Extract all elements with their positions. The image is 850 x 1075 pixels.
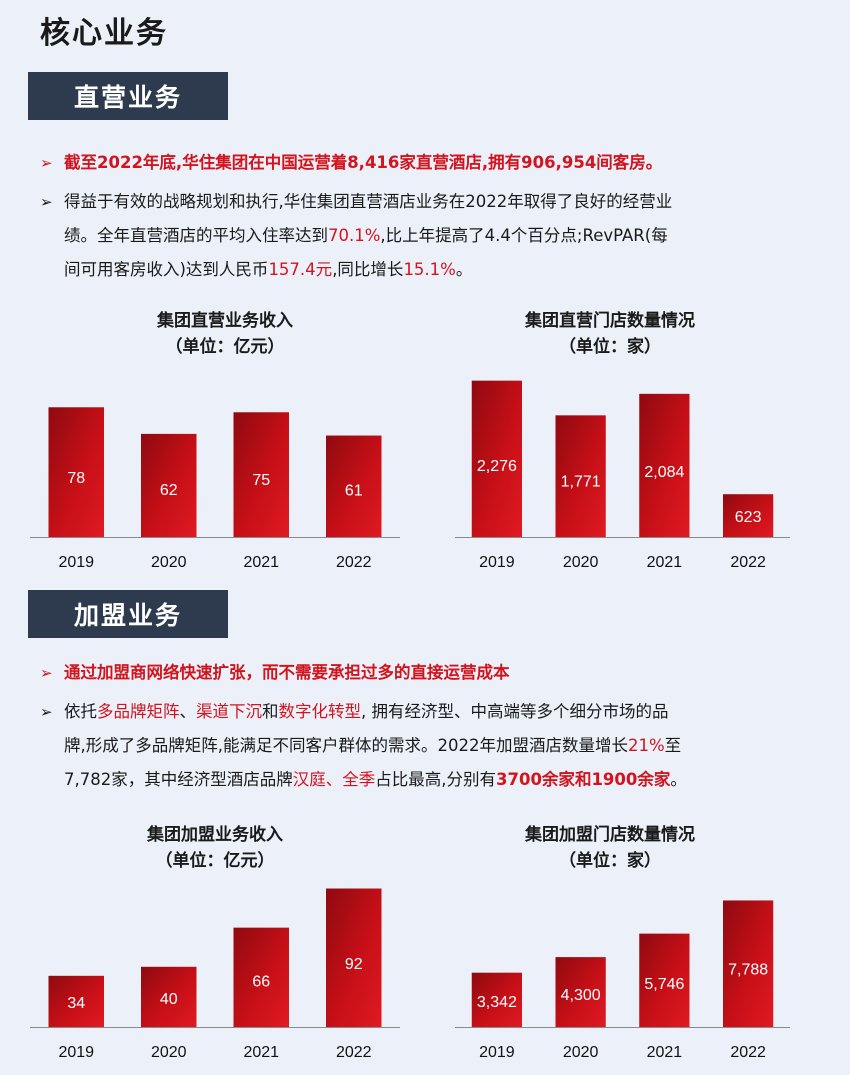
bar-2020 <box>141 433 197 537</box>
chart-franchise-stores: 3,342 2019 4,300 2020 5,746 2021 7,788 2022 <box>455 900 790 1061</box>
direct-bullet-1: ➢ 截至2022年底,华住集团在中国运营着8,416家直营酒店,拥有906,95… <box>40 146 830 180</box>
tick-label-2019: 2019 <box>58 1044 94 1061</box>
bullet-arrow-icon: ➢ <box>40 664 53 682</box>
data-label-2022: 623 <box>735 509 762 526</box>
tick-label-2021: 2021 <box>647 1044 683 1061</box>
bullet-arrow-icon: ➢ <box>40 193 53 211</box>
direct-section-tab: 直营业务 <box>28 72 228 120</box>
bar-2019 <box>48 407 104 537</box>
direct-bullet-2: ➢ 得益于有效的战略规划和执行,华住集团直营酒店业务在2022年取得了良好的经营… <box>40 185 830 287</box>
franchise-growth-value: 21% <box>627 736 665 755</box>
page-title: 核心业务 <box>40 16 168 51</box>
data-label-2020: 1,771 <box>561 473 601 490</box>
tick-label-2020: 2020 <box>151 1044 187 1061</box>
chart-direct-stores: 2,276 2019 1,771 2020 2,084 2021 623 2022 <box>455 380 790 571</box>
data-label-2021: 2,084 <box>644 464 684 481</box>
bar-2022 <box>723 494 774 537</box>
franchise-bullet-1: ➢ 通过加盟商网络快速扩张，而不需要承担过多的直接运营成本 <box>40 656 830 690</box>
franchise-bullet-2: ➢ 依托多品牌矩阵、渠道下沉和数字化转型, 拥有经济型、中高端等多个细分市场的品… <box>40 695 830 797</box>
chart-4-title: 集团加盟门店数量情况 <box>525 825 695 845</box>
data-label-2019: 78 <box>67 470 85 487</box>
chart-3-subtitle: （单位：亿元） <box>155 851 275 871</box>
tick-label-2022: 2022 <box>730 554 766 571</box>
tick-label-2021: 2021 <box>647 554 683 571</box>
data-label-2022: 92 <box>345 956 363 973</box>
bar-2020 <box>141 966 197 1027</box>
chart-direct-revenue: 78 2019 62 2020 75 2021 61 2022 <box>30 407 400 571</box>
chart-1-title: 集团直营业务收入 <box>157 311 293 331</box>
bar-2021 <box>639 933 690 1027</box>
chart-1-title-block: 集团直营业务收入 （单位：亿元） <box>60 308 390 360</box>
bullet-arrow-icon: ➢ <box>40 703 53 721</box>
chart-4-title-block: 集团加盟门店数量情况 （单位：家） <box>450 822 770 874</box>
data-label-2021: 66 <box>252 974 270 991</box>
bar-2021 <box>233 412 289 537</box>
bar-2019 <box>471 380 522 537</box>
data-label-2021: 5,746 <box>644 976 684 993</box>
data-label-2019: 3,342 <box>477 994 517 1011</box>
data-label-2020: 62 <box>160 482 178 499</box>
franchise-bullet-2-text: 依托多品牌矩阵、渠道下沉和数字化转型, 拥有经济型、中高端等多个细分市场的品 牌… <box>64 702 687 789</box>
direct-bullet-2-text: 得益于有效的战略规划和执行,华住集团直营酒店业务在2022年取得了良好的经营业 … <box>64 192 673 279</box>
data-label-2022: 7,788 <box>728 961 768 978</box>
franchise-section-tab: 加盟业务 <box>28 590 228 638</box>
bar-2019 <box>48 975 104 1027</box>
chart-2-title: 集团直营门店数量情况 <box>525 311 695 331</box>
chart-3-title: 集团加盟业务收入 <box>147 825 283 845</box>
tick-label-2022: 2022 <box>336 1044 372 1061</box>
chart-franchise-revenue: 34 2019 40 2020 66 2021 92 2022 <box>30 888 400 1061</box>
bar-2021 <box>233 927 289 1027</box>
tick-label-2020: 2020 <box>563 554 599 571</box>
data-label-2020: 4,300 <box>561 987 601 1004</box>
bar-2019 <box>471 972 522 1027</box>
revpar-value: 157.4元 <box>268 260 333 279</box>
tick-label-2019: 2019 <box>479 1044 515 1061</box>
tick-label-2020: 2020 <box>563 1044 599 1061</box>
chart-1-subtitle: （单位：亿元） <box>165 337 285 357</box>
bullet-arrow-icon: ➢ <box>40 154 53 172</box>
tick-label-2022: 2022 <box>730 1044 766 1061</box>
tick-label-2019: 2019 <box>479 554 515 571</box>
bar-2020 <box>555 415 606 537</box>
data-label-2019: 34 <box>67 995 85 1012</box>
data-label-2021: 75 <box>252 472 270 489</box>
bar-2022 <box>723 900 774 1027</box>
tick-label-2022: 2022 <box>336 554 372 571</box>
tick-label-2020: 2020 <box>151 554 187 571</box>
data-label-2019: 2,276 <box>477 458 517 475</box>
bar-2022 <box>326 888 382 1027</box>
chart-3-title-block: 集团加盟业务收入 （单位：亿元） <box>50 822 380 874</box>
chart-2-subtitle: （单位：家） <box>559 337 661 357</box>
bar-2020 <box>555 957 606 1027</box>
bar-2021 <box>639 393 690 537</box>
tick-label-2021: 2021 <box>243 554 279 571</box>
data-label-2020: 40 <box>160 991 178 1008</box>
franchise-bullet-1-text: 通过加盟商网络快速扩张，而不需要承担过多的直接运营成本 <box>64 663 510 682</box>
occupancy-value: 70.1% <box>328 226 381 245</box>
chart-2-title-block: 集团直营门店数量情况 （单位：家） <box>450 308 770 360</box>
bar-2022 <box>326 435 382 537</box>
revpar-growth-value: 15.1% <box>403 260 456 279</box>
tick-label-2021: 2021 <box>243 1044 279 1061</box>
direct-bullet-1-text: 截至2022年底,华住集团在中国运营着8,416家直营酒店,拥有906,954间… <box>64 153 663 172</box>
tick-label-2019: 2019 <box>58 554 94 571</box>
data-label-2022: 61 <box>345 483 363 500</box>
chart-4-subtitle: （单位：家） <box>559 851 661 871</box>
